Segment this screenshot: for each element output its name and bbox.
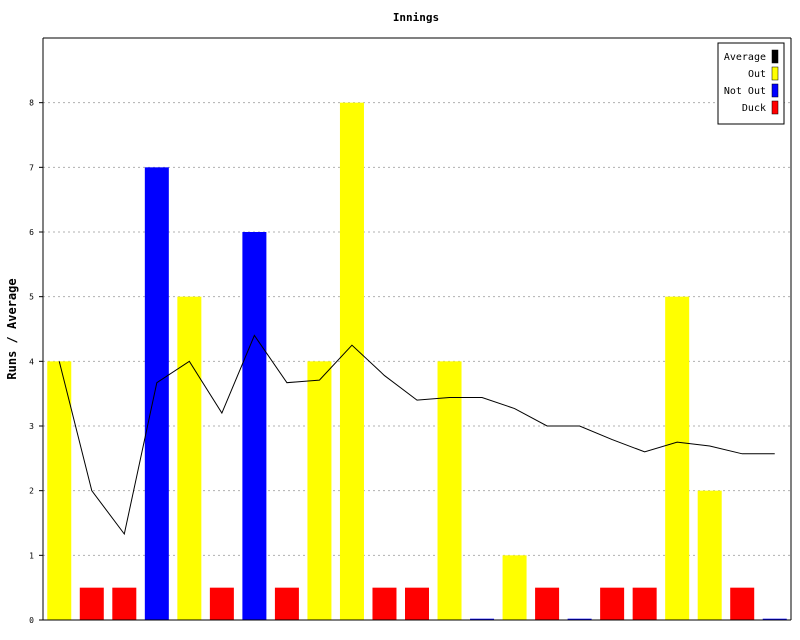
- average-line-group: [58, 334, 775, 536]
- bar-18: [600, 587, 625, 620]
- y-tick-label: 6: [29, 228, 34, 237]
- bar-3: [112, 587, 137, 620]
- y-tick-label: 8: [29, 99, 34, 108]
- y-tick-label: 5: [29, 293, 34, 302]
- bar-1: [47, 361, 72, 620]
- y-tick-label: 7: [29, 163, 34, 172]
- y-tick-label: 4: [29, 357, 34, 366]
- bar-9: [307, 361, 332, 620]
- bar-21: [697, 490, 722, 620]
- bar-20: [665, 296, 690, 620]
- bar-7: [242, 232, 267, 620]
- bar-4: [144, 167, 169, 621]
- bar-12: [405, 587, 429, 620]
- bar-15: [502, 555, 527, 620]
- bars: [47, 102, 787, 621]
- bar-2: [79, 587, 104, 620]
- bar-16: [535, 587, 560, 620]
- legend-swatch: [771, 100, 779, 115]
- bar-13: [437, 361, 462, 620]
- bar-6: [209, 587, 234, 620]
- legend-label: Out: [748, 69, 766, 80]
- y-tick-label: 0: [29, 616, 34, 625]
- legend-label: Not Out: [724, 86, 766, 97]
- axes: 0 1 2 3 4 5 6 7 8: [29, 37, 792, 625]
- legend-label: Duck: [742, 103, 766, 114]
- legend: Average Out Not Out Duck: [717, 42, 785, 125]
- bar-17: [567, 618, 592, 620]
- bar-5: [177, 296, 202, 620]
- bar-10: [339, 102, 364, 620]
- bar-23: [762, 618, 787, 620]
- bar-11: [372, 587, 397, 620]
- legend-label: Average: [724, 52, 766, 63]
- y-tick-label: 3: [29, 422, 34, 431]
- chart-title: Innings: [393, 11, 439, 24]
- bar-19: [632, 587, 657, 620]
- bar-8: [274, 587, 299, 620]
- y-axis-label: Runs / Average: [5, 278, 19, 379]
- average-line: [58, 334, 775, 536]
- legend-swatch: [771, 83, 779, 98]
- bar-22: [730, 587, 755, 620]
- bar-14: [470, 618, 495, 620]
- y-tick-label: 2: [29, 487, 34, 496]
- y-tick-label: 1: [29, 551, 34, 560]
- legend-swatch: [771, 66, 779, 81]
- legend-swatch: [771, 49, 779, 64]
